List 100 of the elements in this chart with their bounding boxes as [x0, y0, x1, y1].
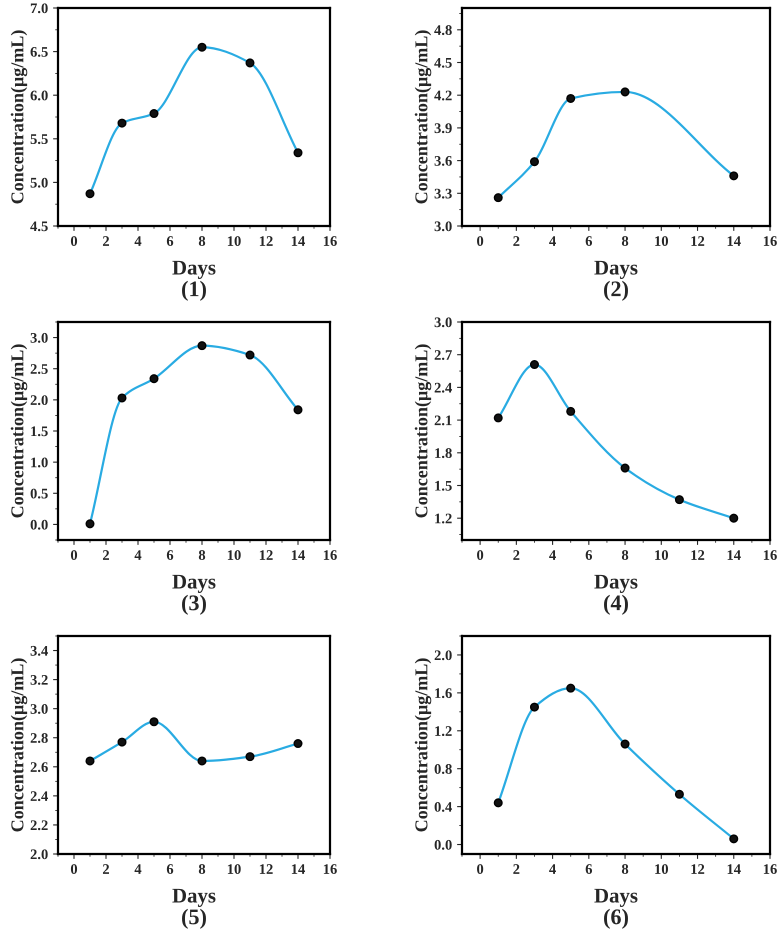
y-tick-label: 2.4 [434, 382, 452, 393]
x-tick-label: 6 [166, 550, 174, 560]
x-tick-label: 2 [513, 236, 520, 246]
x-tick-label: 0 [70, 864, 78, 874]
x-tick-label: 0 [477, 864, 484, 874]
y-tick-label: 1.5 [31, 426, 48, 436]
y-axis-title: Concentration(μg/mL) [414, 344, 432, 518]
x-tick-label: 4 [549, 864, 556, 874]
x-tick-label: 2 [102, 864, 110, 874]
y-tick-label: 3.3 [434, 188, 452, 199]
x-tick-label: 0 [477, 236, 484, 246]
y-tick-label: 5.0 [30, 178, 48, 188]
x-tick-label: 0 [70, 550, 78, 560]
x-tick-label: 10 [228, 550, 241, 560]
x-tick-label: 4 [549, 236, 556, 246]
text: (5) [182, 908, 206, 929]
y-tick-label: 1.5 [435, 480, 452, 491]
x-tick-label: 6 [166, 864, 174, 874]
y-tick-label: 0.4 [434, 802, 452, 812]
y-tick-label: 2.1 [434, 416, 452, 426]
x-tick-label: 10 [655, 864, 668, 874]
y-tick-label: 4.5 [434, 58, 452, 68]
x-tick-label: 8 [622, 864, 628, 874]
x-tick-label: 4 [549, 550, 556, 560]
x-axis-title: Days [172, 888, 216, 907]
x-tick-label: 8 [622, 550, 628, 560]
y-tick-label: 2.0 [434, 650, 452, 660]
text: (3) [182, 594, 206, 615]
x-tick-label: 16 [324, 864, 337, 874]
x-tick-label: 2 [513, 550, 520, 560]
x-tick-label: 0 [477, 550, 484, 560]
x-tick-label: 14 [728, 550, 741, 560]
x-tick-label: 12 [260, 864, 273, 874]
x-tick-label: 0 [70, 236, 78, 246]
y-axis-title: Concentration(μg/mL) [414, 658, 432, 832]
y-tick-label: 2.8 [30, 733, 48, 743]
x-tick-label: 10 [655, 236, 668, 246]
x-tick-label: 14 [292, 236, 306, 246]
x-tick-label: 16 [324, 550, 337, 560]
y-tick-label: 2.0 [30, 849, 48, 860]
y-tick-label: 2.4 [30, 791, 48, 802]
x-axis-title: Days [172, 574, 216, 593]
x-axis-title: Days [594, 888, 638, 907]
text: (6) [604, 908, 628, 929]
x-tick-label: 12 [260, 550, 273, 560]
y-tick-label: 3.9 [434, 123, 452, 134]
x-tick-label: 6 [166, 236, 174, 246]
y-tick-label: 3.0 [30, 704, 48, 714]
x-tick-label: 14 [292, 864, 306, 874]
y-tick-label: 3.0 [434, 221, 452, 232]
y-axis-title: Concentration(μg/mL) [10, 344, 28, 518]
y-tick-label: 0.5 [30, 488, 48, 499]
x-axis-title: Days [594, 260, 638, 279]
y-tick-label: 1.2 [435, 726, 452, 736]
y-tick-label: 6.5 [30, 47, 48, 57]
x-tick-label: 16 [764, 550, 777, 560]
x-tick-label: 16 [324, 236, 337, 246]
x-tick-label: 4 [134, 864, 142, 874]
x-tick-label: 2 [102, 236, 110, 246]
y-tick-label: 1.6 [435, 688, 452, 698]
x-tick-label: 4 [134, 236, 142, 246]
x-tick-label: 2 [102, 550, 110, 560]
y-tick-label: 2.7 [434, 350, 452, 360]
y-axis-title: Concentration(μg/mL) [414, 30, 432, 204]
y-tick-label: 6.0 [30, 90, 48, 100]
y-tick-label: 1.0 [31, 458, 48, 468]
y-tick-label: 5.5 [30, 134, 48, 144]
y-axis-title: Concentration(μg/mL) [10, 30, 28, 204]
x-tick-label: 6 [586, 864, 592, 874]
y-tick-label: 3.2 [30, 675, 48, 685]
y-tick-label: 0.0 [434, 840, 452, 850]
x-tick-label: 10 [228, 864, 241, 874]
y-tick-label: 2.0 [30, 395, 48, 406]
y-tick-label: 2.2 [30, 820, 48, 830]
y-tick-label: 0.8 [434, 764, 452, 774]
y-tick-label: 1.8 [435, 448, 452, 458]
x-tick-label: 14 [728, 864, 741, 874]
x-tick-label: 8 [198, 236, 206, 246]
y-tick-label: 3.6 [434, 156, 452, 166]
y-tick-label: 4.2 [434, 90, 452, 100]
x-tick-label: 12 [691, 236, 704, 246]
x-tick-label: 14 [728, 236, 741, 246]
y-tick-label: 2.5 [30, 364, 48, 374]
y-tick-label: 1.2 [435, 514, 452, 524]
x-tick-label: 2 [513, 864, 520, 874]
x-axis-title: Days [594, 574, 638, 593]
y-tick-label: 3.0 [434, 317, 452, 328]
x-tick-label: 4 [134, 550, 142, 560]
y-tick-label: 0.0 [30, 520, 48, 530]
x-tick-label: 6 [586, 550, 592, 560]
y-axis-title: Concentration(μg/mL) [10, 658, 28, 832]
x-tick-label: 12 [691, 864, 704, 874]
y-tick-label: 3.0 [30, 332, 48, 343]
y-tick-label: 4.8 [434, 25, 452, 36]
y-tick-label: 7.0 [30, 3, 48, 14]
x-tick-label: 12 [691, 550, 704, 560]
x-tick-label: 14 [292, 550, 306, 560]
x-tick-label: 6 [586, 236, 592, 246]
x-tick-label: 10 [655, 550, 668, 560]
y-tick-label: 3.4 [30, 646, 48, 656]
